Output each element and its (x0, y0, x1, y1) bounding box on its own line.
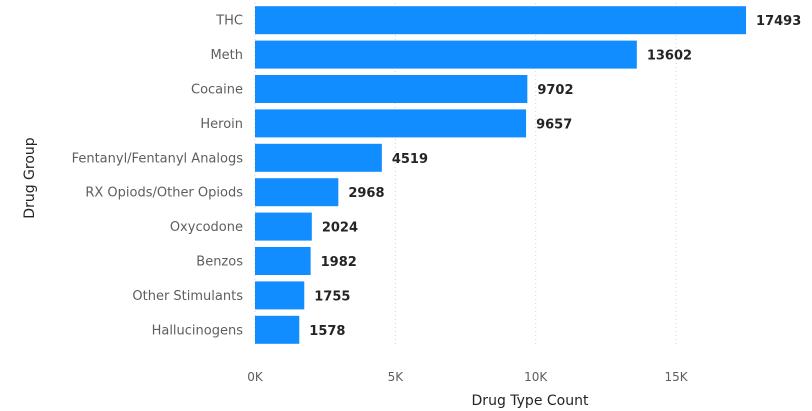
bar[interactable] (255, 41, 637, 69)
x-axis-ticks: 0K 5K 10K 15K (247, 370, 689, 384)
category-label: Hallucinogens (152, 323, 244, 338)
x-tick-label: 15K (664, 370, 688, 384)
bar[interactable] (255, 281, 304, 309)
bar[interactable] (255, 213, 312, 241)
y-axis-title: Drug Group (22, 137, 38, 218)
bar[interactable] (255, 178, 338, 206)
category-label: Fentanyl/Fentanyl Analogs (72, 151, 244, 166)
bar[interactable] (255, 316, 299, 344)
data-label: 9702 (537, 83, 573, 98)
data-label: 13602 (647, 49, 692, 64)
data-label: 1982 (321, 255, 357, 270)
x-axis-title: Drug Type Count (472, 393, 589, 409)
category-label: Oxycodone (170, 220, 243, 235)
x-tick-label: 0K (247, 370, 264, 384)
category-label: Other Stimulants (132, 289, 243, 304)
bar[interactable] (255, 247, 311, 275)
bar[interactable] (255, 6, 746, 34)
bar[interactable] (255, 75, 527, 103)
x-tick-label: 5K (388, 370, 405, 384)
data-label: 17493 (756, 14, 801, 29)
category-labels: THC Meth Cocaine Heroin Fentanyl/Fentanyl An… (72, 14, 244, 339)
data-label: 1578 (309, 324, 345, 339)
data-label: 1755 (314, 289, 350, 304)
data-label: 4519 (392, 152, 428, 167)
category-label: RX Opiods/Other Opiods (85, 186, 243, 201)
category-label: Benzos (196, 255, 243, 270)
x-tick-label: 10K (524, 370, 548, 384)
data-label: 9657 (536, 117, 572, 132)
bar[interactable] (255, 144, 382, 172)
bar[interactable] (255, 109, 526, 137)
data-label: 2968 (348, 186, 384, 201)
category-label: Heroin (200, 117, 243, 132)
data-label: 2024 (322, 221, 358, 236)
category-label: Cocaine (191, 83, 243, 98)
category-label: THC (215, 14, 243, 29)
category-label: Meth (210, 48, 243, 63)
